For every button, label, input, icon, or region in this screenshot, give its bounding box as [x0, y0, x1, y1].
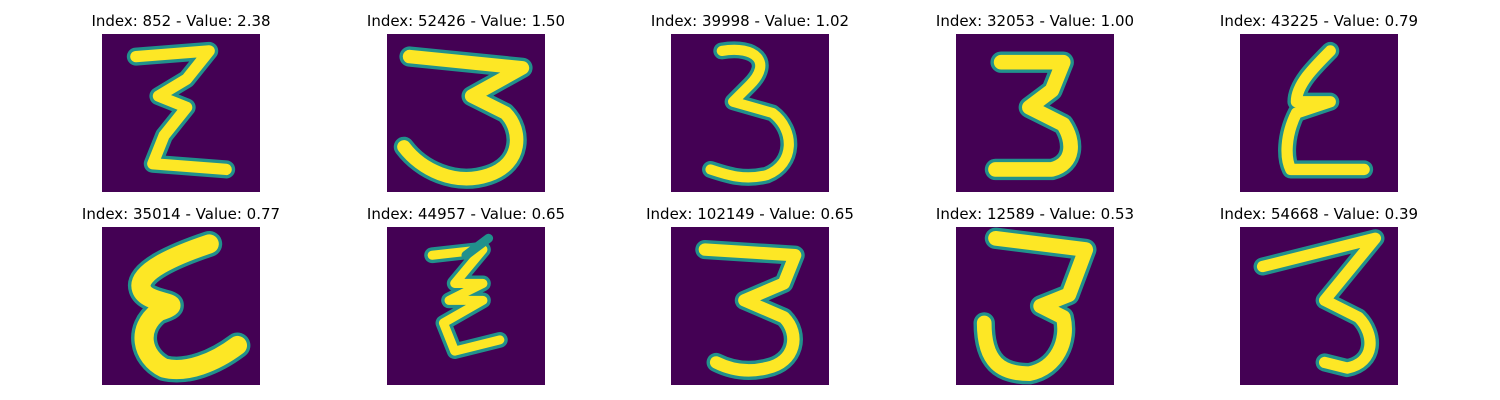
- digit-image: [102, 227, 260, 385]
- panel-title: Index: 54668 - Value: 0.39: [1219, 205, 1419, 223]
- panel-title: Index: 32053 - Value: 1.00: [935, 12, 1135, 30]
- digit-image: [387, 34, 545, 192]
- panel-title: Index: 44957 - Value: 0.65: [366, 205, 566, 223]
- digit-image: [387, 227, 545, 385]
- digit-image: [956, 227, 1114, 385]
- digit-image: [956, 34, 1114, 192]
- digit-image: [102, 34, 260, 192]
- panel-title: Index: 852 - Value: 2.38: [91, 12, 271, 30]
- digit-image: [1240, 227, 1398, 385]
- digit-image: [1240, 34, 1398, 192]
- panel-title: Index: 52426 - Value: 1.50: [366, 12, 566, 30]
- panel-title: Index: 43225 - Value: 0.79: [1219, 12, 1419, 30]
- panel-title: Index: 39998 - Value: 1.02: [650, 12, 850, 30]
- panel-title: Index: 12589 - Value: 0.53: [935, 205, 1135, 223]
- panel-title: Index: 102149 - Value: 0.65: [646, 205, 854, 223]
- digit-image: [671, 227, 829, 385]
- panel-title: Index: 35014 - Value: 0.77: [81, 205, 281, 223]
- digit-image: [671, 34, 829, 192]
